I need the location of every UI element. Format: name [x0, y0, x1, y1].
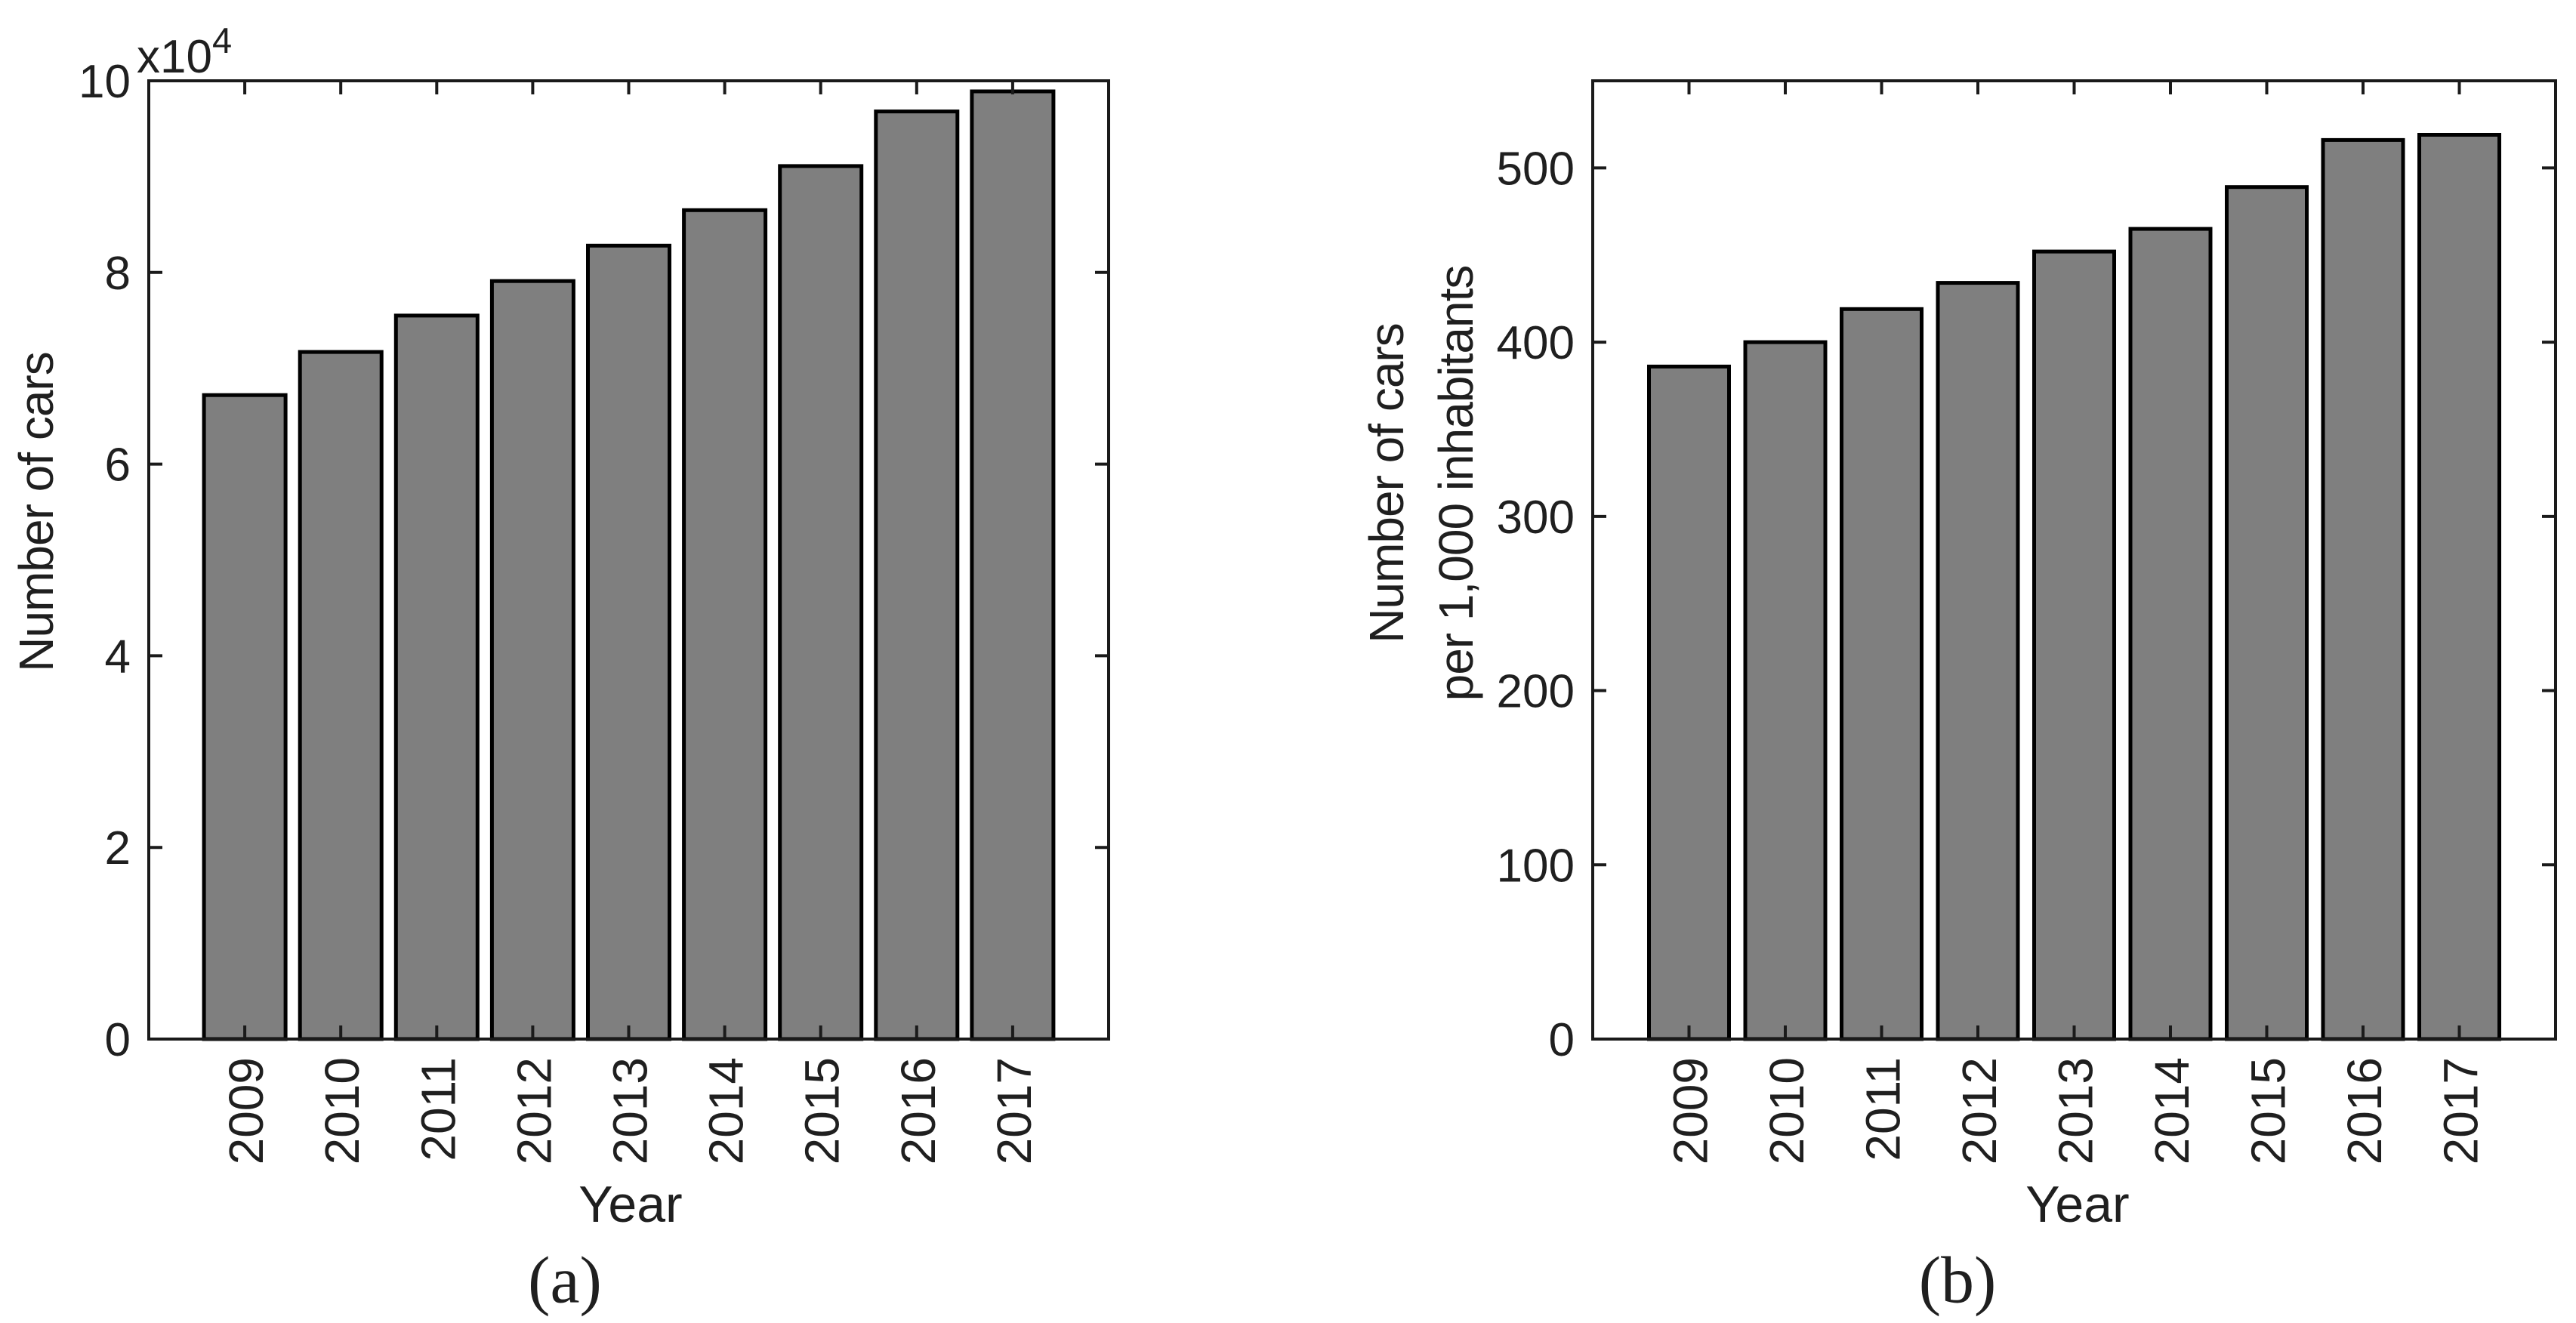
y-tick-label: 10	[79, 56, 131, 108]
x-tick-label: 2010	[1760, 1057, 1814, 1164]
panel-a-caption: (a)	[528, 1244, 602, 1318]
bar-2010	[1743, 340, 1828, 1041]
panel-b-y-axis-label-line2: per 1,000 inhabitants	[1429, 265, 1483, 702]
y-tick-label: 200	[1497, 666, 1575, 718]
panel-a: 0 2 4 6 8 10 2009 2010 2011 2012 2013 2014 2015 2016 2…	[79, 56, 1110, 1164]
x-tick-label: 2011	[411, 1057, 465, 1161]
x-tick-label: 2014	[699, 1057, 754, 1164]
x-tick-label: 2016	[891, 1057, 946, 1164]
x-tick-label: 2017	[2434, 1057, 2488, 1164]
bar-2016	[2321, 137, 2405, 1041]
y-tick-label: 300	[1497, 492, 1575, 544]
y-tick-label: 400	[1497, 317, 1575, 369]
x-tick-label: 2012	[507, 1057, 561, 1164]
y-tick-label: 0	[1549, 1014, 1575, 1066]
x-tick-label: 2010	[315, 1057, 369, 1164]
bar-2009	[1647, 364, 1731, 1041]
x-tick-label: 2009	[1664, 1057, 1718, 1164]
panel-b: 0 100 200 300 400 500 2009 2010 2011 2012 2013 2014…	[1497, 79, 2557, 1164]
bar-2014	[682, 208, 768, 1041]
y-tick-label: 6	[105, 439, 131, 492]
y-tick-label: 0	[105, 1014, 131, 1066]
y-tick-label: 8	[105, 248, 131, 300]
y-tick-label: 100	[1497, 840, 1575, 892]
bar-2012	[1936, 281, 2020, 1041]
bar-2015	[2225, 185, 2309, 1041]
x-tick-label: 2012	[1952, 1057, 2007, 1164]
bar-2017	[970, 89, 1056, 1041]
bar-2011	[1840, 307, 1924, 1041]
panel-b-y-axis-label: Number of cars per 1,000 inhabitants	[1352, 266, 1491, 702]
exponent-base-text: x10	[137, 31, 212, 83]
bar-2009	[202, 393, 288, 1041]
x-tick-label: 2017	[987, 1057, 1041, 1164]
bar-2010	[298, 350, 384, 1041]
y-axis-exponent-label: x104	[137, 20, 232, 84]
panel-a-x-axis-label: Year	[578, 1176, 683, 1233]
panel-a-y-axis-label: Number of cars	[2, 352, 71, 671]
bar-2015	[778, 164, 864, 1041]
exponent-superscript: 4	[211, 20, 233, 60]
x-tick-label: 2015	[795, 1057, 850, 1164]
panel-b-caption: (b)	[1918, 1244, 1997, 1318]
bar-2017	[2417, 133, 2501, 1041]
x-tick-label: 2011	[1856, 1057, 1911, 1161]
bar-2014	[2128, 227, 2213, 1041]
bar-2012	[489, 279, 575, 1041]
panel-b-x-axis-label: Year	[2025, 1176, 2130, 1233]
panel-a-y-axis-label-line1: Number of cars	[9, 352, 63, 672]
bar-2016	[874, 109, 960, 1041]
x-tick-label: 2013	[2049, 1057, 2103, 1164]
panel-b-y-axis-label-line1: Number of cars	[1359, 323, 1414, 643]
y-tick-label: 500	[1497, 143, 1575, 195]
bar-2013	[2032, 249, 2116, 1041]
bar-2011	[393, 313, 480, 1041]
y-tick-label: 2	[105, 822, 131, 874]
x-tick-label: 2013	[603, 1057, 658, 1164]
bar-2013	[586, 243, 671, 1041]
x-tick-label: 2014	[2145, 1057, 2199, 1164]
x-tick-label: 2016	[2337, 1057, 2392, 1164]
y-tick-label: 4	[105, 631, 131, 683]
x-tick-label: 2009	[219, 1057, 273, 1164]
x-tick-label: 2015	[2241, 1057, 2296, 1164]
